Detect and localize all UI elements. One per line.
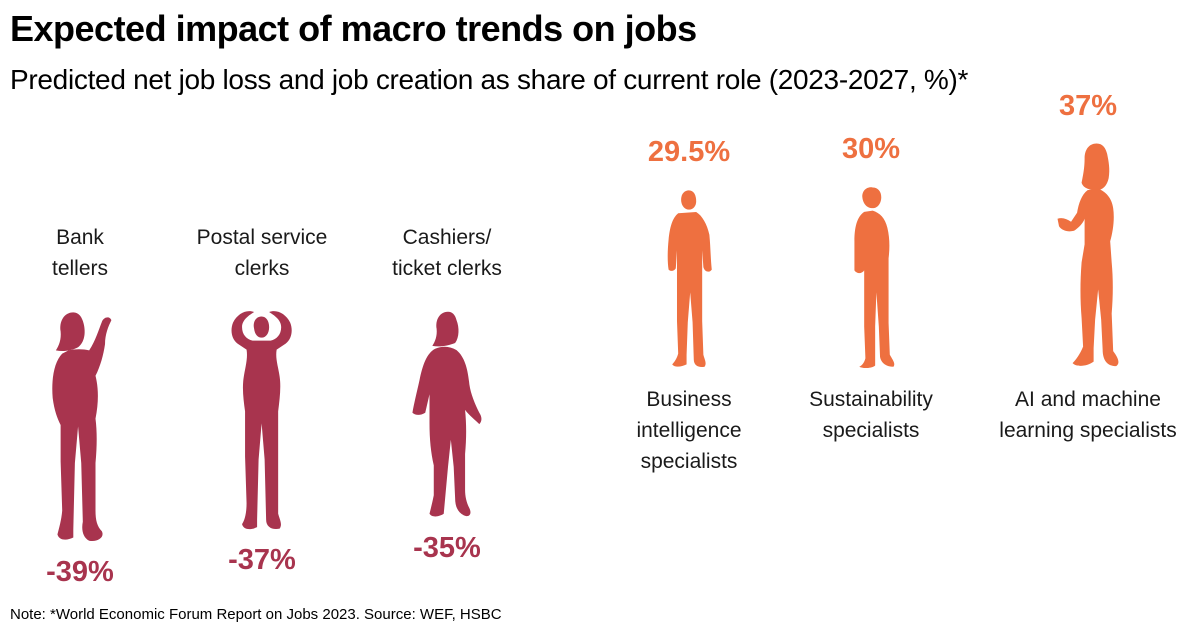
source-note: Note: *World Economic Forum Report on Jo…: [10, 606, 502, 623]
silhouette-body: [52, 317, 112, 542]
value-label-postal-service-clerks: -37%: [228, 543, 296, 576]
silhouette-head: [432, 311, 459, 347]
category-label-ai-and-machine-learning-specialists: AI and machine learning specialists: [978, 384, 1198, 446]
value-label-ai-and-machine-learning-specialists: 37%: [1058, 90, 1118, 123]
category-label-cashiers-ticket-clerks: Cashiers/ticket clerks: [337, 222, 557, 284]
category-label-postal-service-clerks: Postal service clerks: [152, 222, 372, 284]
category-label-line: tellers: [51, 257, 109, 280]
category-label-business-intelligence-specialists: Business intelligence specialists: [579, 384, 799, 477]
category-label-line: specialists: [822, 419, 920, 442]
value-label-business-intelligence-specialists: 29.5%: [647, 136, 731, 169]
silhouette-head: [681, 190, 697, 210]
silhouette-head: [1081, 143, 1110, 191]
chart-subtitle: Predicted net job loss and job creation …: [10, 64, 969, 95]
person-walking-away-icon: [412, 311, 482, 517]
category-label-line: clerks: [234, 257, 290, 280]
person-waving-icon: [52, 312, 112, 542]
silhouette-body: [667, 212, 712, 368]
value-label-cashiers-ticket-clerks: -35%: [413, 531, 481, 564]
category-label-line: ticket clerks: [392, 257, 502, 280]
value-label-sustainability-specialists: 30%: [841, 133, 901, 165]
silhouette-body: [231, 311, 293, 530]
category-label-line: Sustainability: [809, 388, 933, 411]
value-label-bank-tellers: -39%: [46, 555, 114, 588]
silhouette-head: [254, 316, 270, 338]
person-side-standing-icon: [853, 187, 894, 368]
category-label-line: intelligence: [636, 419, 742, 442]
person-with-phone-icon: [1057, 143, 1119, 367]
category-label-line: Bank: [56, 226, 104, 249]
category-label-sustainability-specialists: Sustainability specialists: [761, 384, 981, 446]
silhouette-body: [853, 210, 894, 368]
person-standing-icon: [667, 190, 712, 368]
silhouette-head: [56, 312, 86, 352]
chart-title: Expected impact of macro trends on jobs: [10, 8, 697, 49]
category-label-line: Postal service: [196, 226, 328, 249]
silhouette-body: [1057, 188, 1119, 367]
category-label-line: specialists: [640, 450, 738, 473]
category-label-bank-tellers: Bank tellers: [0, 222, 190, 284]
person-hands-on-head-icon: [231, 311, 293, 530]
category-label-line: learning specialists: [999, 419, 1177, 442]
silhouette-body: [412, 346, 482, 517]
category-label-line: Business: [646, 388, 732, 411]
category-label-line: Cashiers/: [402, 226, 492, 249]
category-label-line: AI and machine: [1015, 388, 1161, 411]
silhouette-head: [861, 187, 881, 209]
